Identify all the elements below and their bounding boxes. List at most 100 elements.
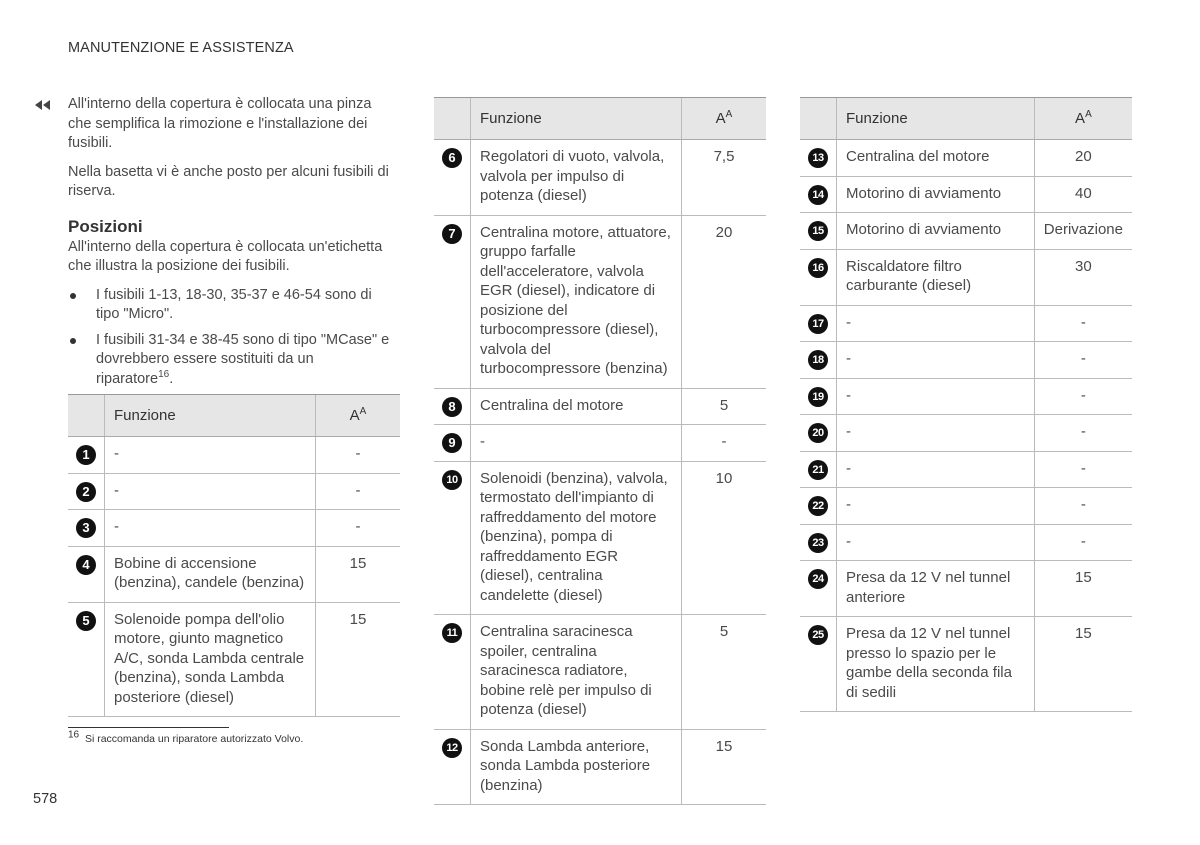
number-cell: 14 bbox=[800, 176, 837, 213]
bullet: I fusibili 1-13, 18-30, 35-37 e 46-54 so… bbox=[68, 286, 393, 325]
bullet-text-end: . bbox=[169, 370, 174, 387]
number-cell: 15 bbox=[800, 212, 837, 250]
fuse-table: Funzione AA 1- -2- -3- -4 Bobine di accensione… bbox=[68, 394, 400, 717]
fuse-number-badge: 3 bbox=[76, 518, 96, 538]
function-cell: Regolatori di vuoto, valvola, valvola pe… bbox=[470, 139, 682, 216]
back-arrow-icon bbox=[35, 100, 50, 110]
amperage-cell: - bbox=[1033, 524, 1132, 561]
bullet-list: I fusibili 1-13, 18-30, 35-37 e 46-54 so… bbox=[68, 286, 393, 390]
amperage-cell: - bbox=[315, 509, 400, 547]
amperage-cell: 15 bbox=[1033, 616, 1132, 712]
fuse-row: 2-- bbox=[68, 473, 400, 510]
amperage-cell: 15 bbox=[315, 546, 400, 603]
number-cell: 11 bbox=[434, 614, 471, 730]
unit-sup: A bbox=[1085, 108, 1092, 120]
fuse-number-badge: 20 bbox=[808, 423, 828, 443]
fuse-row: 25 Presa da 12 V nel tunnel presso lo spa… bbox=[800, 616, 1132, 712]
number-cell: 8 bbox=[434, 388, 471, 425]
fuse-number-badge: 17 bbox=[808, 313, 828, 334]
fuse-number-badge: 15 bbox=[808, 221, 828, 241]
number-cell: 2 bbox=[68, 473, 105, 510]
header-row: Funzione AA bbox=[68, 394, 400, 437]
fuse-number-badge: 21 bbox=[808, 459, 828, 480]
function-cell: Solenoidi (benzina), valvola, termostato… bbox=[470, 461, 682, 615]
number-cell: 23 bbox=[800, 524, 837, 561]
function-cell: - bbox=[104, 436, 316, 474]
function-cell: - bbox=[836, 341, 1035, 379]
function-cell: - bbox=[836, 414, 1035, 452]
fuse-row: 19- - bbox=[800, 378, 1132, 415]
amperage-cell: - bbox=[315, 436, 400, 474]
section-heading: Posizioni bbox=[68, 216, 143, 236]
unit-label: A bbox=[1075, 109, 1086, 127]
header-cell: AA bbox=[1033, 97, 1132, 140]
fuse-number-badge: 14 bbox=[808, 184, 828, 205]
table-body: 13 Centralina del motore 20 14 Motorino di a… bbox=[800, 139, 1132, 712]
function-cell: - bbox=[836, 487, 1035, 525]
amperage-cell: - bbox=[1033, 305, 1132, 342]
header-cell bbox=[434, 97, 471, 140]
bullet-text: I fusibili 31-34 e 38-45 sono di tipo "M… bbox=[96, 331, 390, 387]
fuse-row: 24 Presa da 12 V nel tunnel anteriore 15 bbox=[800, 560, 1132, 617]
fuse-number-badge: 19 bbox=[808, 386, 828, 407]
number-cell: 24 bbox=[800, 560, 837, 617]
page-number: 578 bbox=[33, 791, 58, 807]
unit-sup: A bbox=[359, 405, 367, 417]
fuse-row: 15 Motorino di avviamento Derivazione bbox=[800, 212, 1132, 250]
number-cell: 18 bbox=[800, 341, 837, 379]
text-column: All'interno della copertura è collocata … bbox=[68, 95, 393, 395]
fuse-number-badge: 16 bbox=[808, 257, 828, 278]
function-cell: - bbox=[836, 378, 1035, 415]
amperage-cell: 30 bbox=[1033, 249, 1132, 306]
function-cell: Presa da 12 V nel tunnel anteriore bbox=[836, 560, 1035, 617]
header-cell: Funzione bbox=[104, 394, 316, 437]
number-cell: 9 bbox=[434, 424, 471, 462]
number-cell: 19 bbox=[800, 378, 837, 415]
function-cell: Motorino di avviamento bbox=[836, 212, 1035, 250]
fuse-number-badge: 7 bbox=[442, 223, 462, 244]
paragraph: Nella basetta vi è anche posto per alcun… bbox=[68, 163, 389, 200]
fuse-row: 11 Centralina saracinesca spoiler, centra… bbox=[434, 614, 766, 730]
function-cell: Sonda Lambda anteriore, sonda Lambda pos… bbox=[470, 729, 682, 805]
unit-label: A bbox=[715, 109, 726, 127]
footnote-rule bbox=[68, 727, 229, 728]
number-cell: 21 bbox=[800, 451, 837, 488]
fuse-row: 18- - bbox=[800, 341, 1132, 379]
function-cell: Riscaldatore filtro carburante (diesel) bbox=[836, 249, 1035, 306]
fuse-row: 9-- bbox=[434, 424, 766, 462]
table-body: 1- -2- -3- -4 Bobine di accensione (benzina)… bbox=[68, 436, 400, 717]
unit-label: A bbox=[349, 406, 360, 424]
function-cell: - bbox=[836, 524, 1035, 561]
fuse-row: 17- - bbox=[800, 305, 1132, 342]
header-cell: Funzione bbox=[836, 97, 1035, 140]
fuse-number-badge: 5 bbox=[76, 610, 96, 631]
fuse-row: 21- - bbox=[800, 451, 1132, 488]
fuse-number-badge: 25 bbox=[808, 625, 828, 645]
fuse-number-badge: 8 bbox=[442, 396, 462, 417]
function-cell: - bbox=[836, 451, 1035, 488]
function-cell: Centralina del motore bbox=[470, 388, 682, 425]
number-cell: 3 bbox=[68, 509, 105, 547]
fuse-number-badge: 4 bbox=[76, 554, 96, 575]
fuse-row: 22- - bbox=[800, 487, 1132, 525]
amperage-cell: Derivazione bbox=[1033, 212, 1132, 250]
function-cell: Solenoide pompa dell'olio motore, giunto… bbox=[104, 602, 316, 717]
fuse-row: 6 Regolatori di vuoto, valvola, valvola p… bbox=[434, 139, 766, 216]
fuse-row: 20- - bbox=[800, 414, 1132, 452]
fuse-row: 3-- bbox=[68, 509, 400, 547]
footnote-text: Si raccomanda un riparatore autorizzato … bbox=[84, 733, 304, 745]
function-cell: Centralina del motore bbox=[836, 139, 1035, 177]
number-cell: 22 bbox=[800, 487, 837, 525]
fuse-row: 23- - bbox=[800, 524, 1132, 561]
amperage-cell: 5 bbox=[681, 388, 766, 425]
amperage-cell: 20 bbox=[681, 215, 766, 389]
table-head: Funzione AA bbox=[800, 97, 1132, 140]
number-cell: 16 bbox=[800, 249, 837, 306]
header-cell: AA bbox=[681, 97, 766, 140]
amperage-cell: 15 bbox=[315, 602, 400, 717]
function-cell: - bbox=[104, 473, 316, 510]
header-row: Funzione AA bbox=[434, 97, 766, 140]
fuse-number-badge: 11 bbox=[442, 623, 462, 643]
footnote-ref: 16 bbox=[158, 368, 170, 380]
